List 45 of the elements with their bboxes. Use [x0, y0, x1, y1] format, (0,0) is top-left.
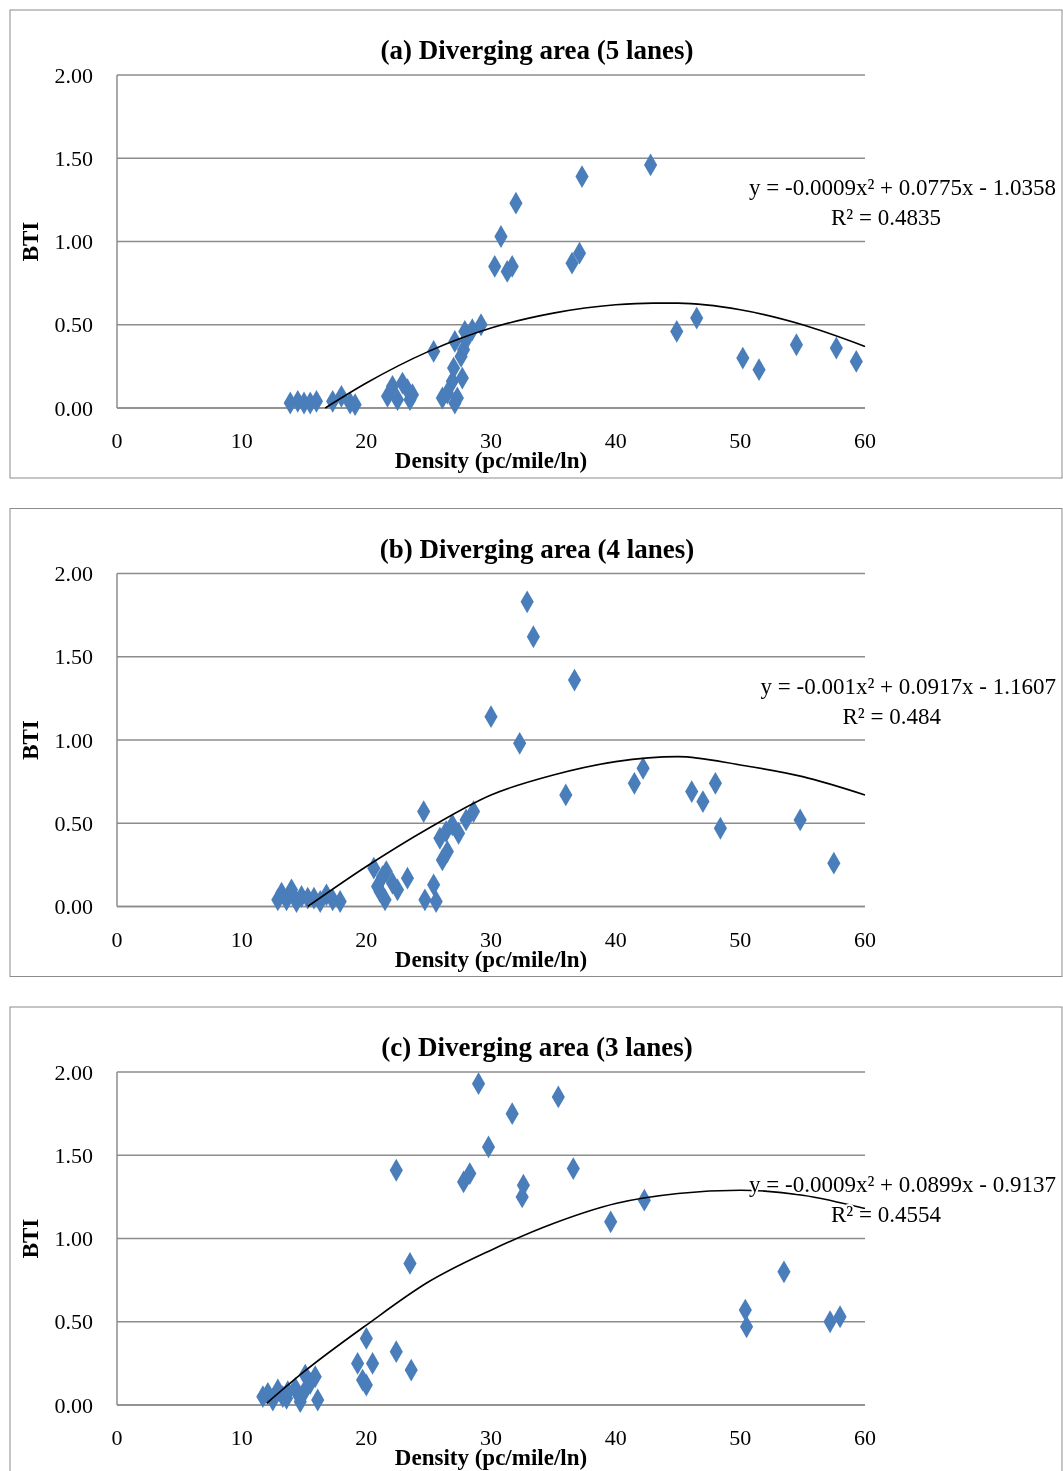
y-tick-label: 0.00: [54, 894, 93, 920]
x-tick-label: 40: [604, 428, 627, 453]
y-tick-label: 1.50: [54, 1142, 93, 1168]
annotation: y = -0.001x² + 0.0917x - 1.1607: [760, 673, 1056, 699]
x-tick-label: 20: [355, 926, 378, 952]
x-tick-label: 40: [604, 1425, 627, 1450]
annotation: R² = 0.4554: [831, 1202, 942, 1227]
x-tick-label: 0: [111, 428, 123, 453]
x-tick-label: 60: [854, 428, 876, 453]
y-tick-label: 1.50: [54, 644, 93, 670]
y-tick-label: 0.50: [54, 1309, 93, 1335]
y-tick-label: 0.50: [54, 810, 93, 836]
x-tick-label: 10: [230, 1425, 253, 1450]
y-tick-label: 0.50: [54, 312, 93, 338]
chart-title: (b) Diverging area (4 lanes): [379, 533, 695, 564]
y-tick-label: 2.00: [54, 561, 93, 587]
annotation: R² = 0.4835: [831, 205, 941, 230]
x-tick-label: 10: [230, 926, 253, 952]
y-tick-label: 1.00: [54, 1226, 93, 1252]
y-tick-label: 0.00: [54, 395, 93, 421]
y-axis-title: BTI: [18, 720, 43, 760]
x-tick-label: 0: [111, 926, 123, 952]
chart-title: (c) Diverging area (3 lanes): [381, 1032, 693, 1062]
annotation: R² = 0.484: [842, 703, 942, 729]
x-tick-label: 0: [111, 1425, 123, 1450]
x-tick-label: 60: [854, 926, 876, 952]
y-axis-title: BTI: [18, 1218, 43, 1259]
x-tick-label: 50: [729, 926, 752, 952]
y-tick-label: 1.50: [54, 145, 93, 171]
x-tick-label: 60: [854, 1425, 876, 1450]
y-tick-label: 2.00: [54, 1059, 93, 1085]
x-tick-label: 20: [355, 428, 378, 453]
x-tick-label: 40: [604, 926, 627, 952]
line-series: [306, 755, 866, 908]
y-tick-label: 2.00: [54, 62, 93, 88]
x-tick-label: 20: [355, 1425, 378, 1450]
chart-title: (a) Diverging area (5 lanes): [380, 35, 694, 65]
x-tick-label: 50: [729, 1425, 752, 1450]
annotation: y = -0.0009x² + 0.0775x - 1.0358: [749, 175, 1056, 200]
y-tick-label: 1.00: [54, 727, 93, 753]
x-tick-label: 50: [729, 428, 752, 453]
y-tick-label: 1.00: [54, 229, 93, 255]
y-tick-label: 0.00: [54, 1392, 93, 1418]
y-axis-title: BTI: [18, 221, 43, 262]
x-tick-label: 10: [230, 428, 253, 453]
